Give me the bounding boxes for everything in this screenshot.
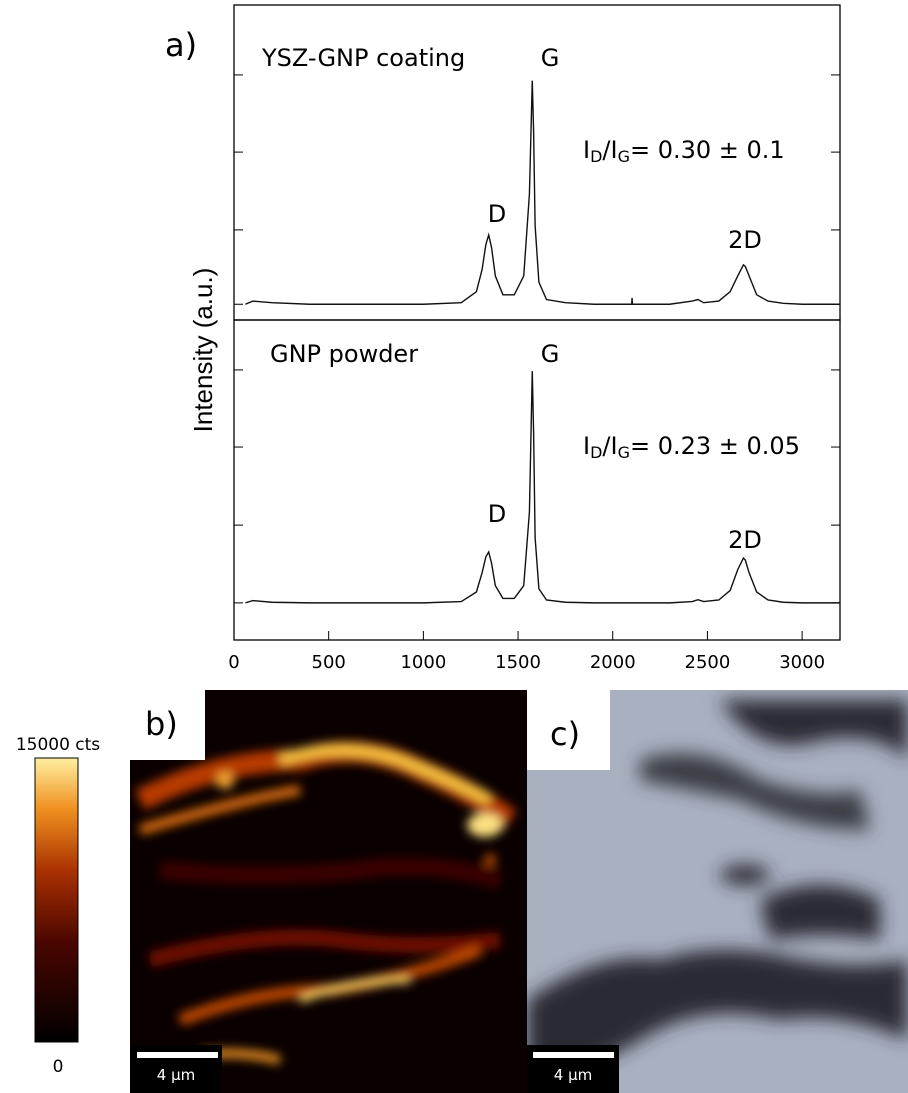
spectrum-line [245, 371, 840, 604]
peak-label: 2D [728, 526, 762, 554]
sample-label: GNP powder [270, 340, 418, 368]
ratio-part: = 0.23 ± 0.05 [630, 432, 800, 460]
x-tick-label: 0 [228, 652, 239, 673]
ratio-part: = 0.30 ± 0.1 [630, 136, 785, 164]
colorbar-label: 0 [53, 1057, 64, 1077]
panel-label: c) [550, 715, 580, 753]
ratio-part: I [583, 136, 590, 164]
spectrum-line [245, 80, 840, 305]
scale-label: 4 µm [157, 1066, 195, 1084]
colorbar [34, 757, 79, 1043]
ratio-part: I [583, 432, 590, 460]
panel-label: a) [165, 26, 197, 64]
peak-label: G [541, 340, 560, 368]
ratio-part: D [590, 147, 602, 166]
ratio-part: /I [602, 136, 617, 164]
scale-bar [533, 1052, 614, 1058]
ratio-part: G [618, 147, 630, 166]
x-tick-label: 1500 [495, 652, 541, 673]
optical-image [527, 690, 908, 1093]
peak-label: D [488, 500, 506, 528]
colorbar-label: 15000 cts [16, 735, 100, 755]
x-tick-label: 1000 [400, 652, 446, 673]
ratio-label: ID/IG= 0.23 ± 0.05 [583, 432, 800, 462]
panel-label: b) [145, 705, 178, 743]
x-tick-label: 2500 [685, 652, 731, 673]
peak-label: D [488, 200, 506, 228]
ratio-part: D [590, 443, 602, 462]
plot-frame [233, 319, 841, 641]
peak-label: 2D [728, 226, 762, 254]
y-axis-label: Intensity (a.u.) [188, 268, 218, 433]
ratio-part: /I [602, 432, 617, 460]
ratio-label: ID/IG= 0.30 ± 0.1 [583, 136, 785, 166]
x-tick-label: 500 [312, 652, 346, 673]
peak-label: G [541, 44, 560, 72]
ratio-part: G [618, 443, 630, 462]
scale-label: 4 µm [554, 1066, 592, 1084]
label-box [130, 690, 205, 760]
label-box [527, 690, 610, 770]
x-tick-label: 2000 [590, 652, 636, 673]
sample-label: YSZ-GNP coating [261, 44, 465, 72]
scale-bar [137, 1052, 218, 1058]
x-tick-label: 3000 [779, 652, 825, 673]
